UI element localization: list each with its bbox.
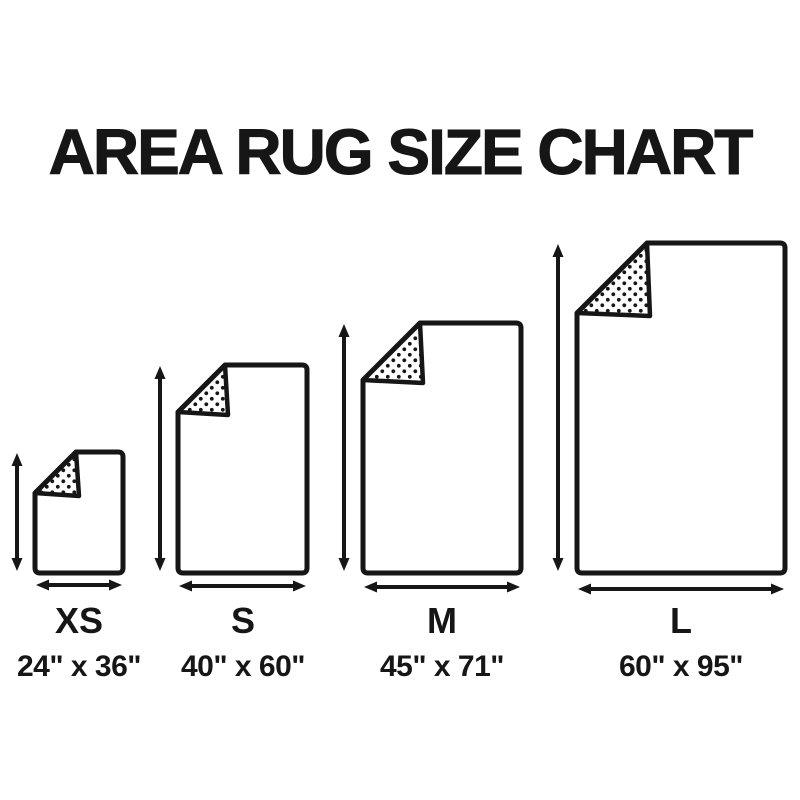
page-title: AREA RUG SIZE CHART bbox=[48, 116, 754, 188]
folded-corner-s bbox=[175, 362, 231, 418]
width-arrow-xs bbox=[36, 579, 122, 591]
size-label-l: L 60" x 95" bbox=[618, 600, 744, 683]
height-arrow-xs bbox=[11, 453, 23, 571]
size-dimensions-l: 60" x 95" bbox=[618, 650, 744, 683]
size-label-xs: XS 24" x 36" bbox=[16, 600, 142, 683]
size-name-m: M bbox=[426, 600, 457, 641]
rug-icon-s bbox=[175, 362, 310, 576]
width-arrow-l bbox=[578, 583, 784, 595]
rug-icon-m bbox=[360, 320, 524, 576]
size-name-s: S bbox=[230, 600, 256, 641]
size-name-l: L bbox=[669, 600, 692, 641]
width-arrow-m bbox=[364, 581, 520, 593]
rug-icon-xs bbox=[32, 449, 126, 576]
height-arrow-s bbox=[154, 366, 166, 571]
height-arrow-m bbox=[338, 324, 350, 571]
size-dimensions-s: 40" x 60" bbox=[180, 650, 306, 683]
folded-corner-l bbox=[574, 240, 653, 319]
size-dimensions-xs: 24" x 36" bbox=[16, 650, 142, 683]
width-arrow-s bbox=[179, 580, 306, 592]
folded-corner-xs bbox=[32, 449, 82, 499]
folded-corner-m bbox=[360, 320, 426, 386]
size-name-xs: XS bbox=[54, 600, 104, 641]
size-label-s: S 40" x 60" bbox=[180, 600, 306, 683]
rug-icon-l bbox=[574, 240, 788, 576]
height-arrow-l bbox=[552, 244, 564, 571]
size-label-m: M 45" x 71" bbox=[379, 600, 505, 683]
size-dimensions-m: 45" x 71" bbox=[379, 650, 505, 683]
